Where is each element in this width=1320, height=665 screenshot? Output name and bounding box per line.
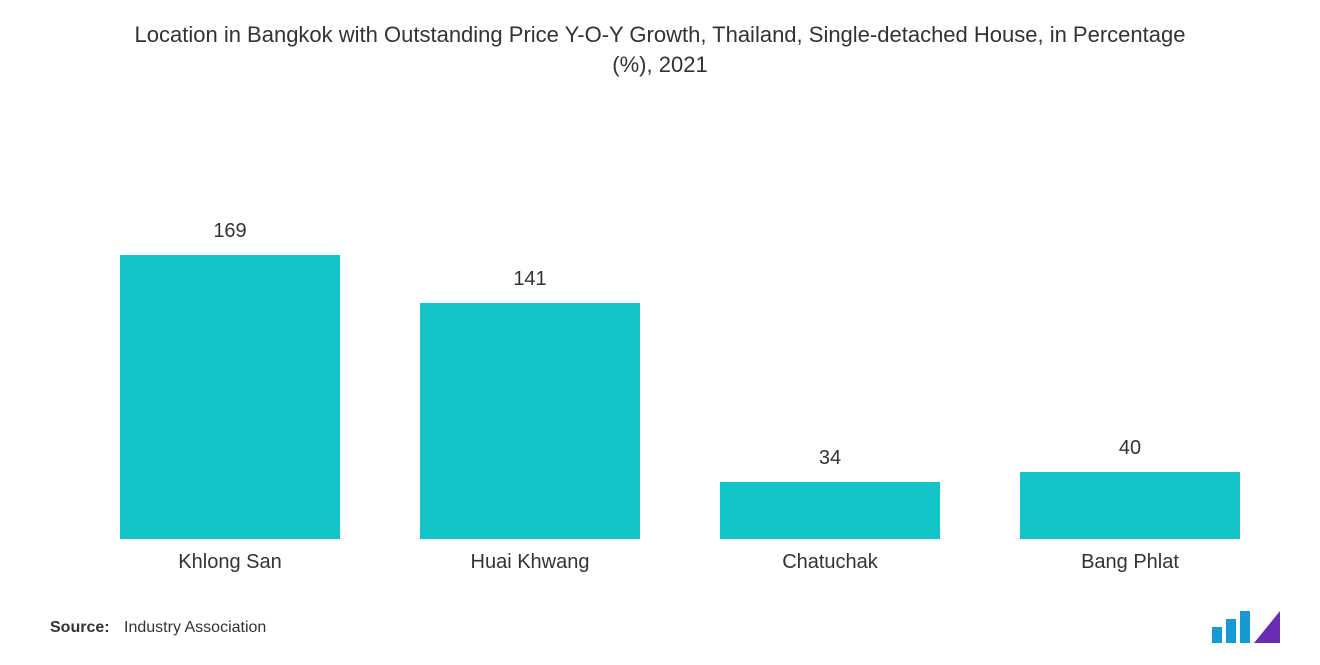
source-key: Source:	[50, 619, 110, 636]
bar-group: 34	[720, 447, 940, 539]
x-axis-labels: Khlong San Huai Khwang Chatuchak Bang Phlat	[60, 551, 1260, 581]
bar-group: 40	[1020, 437, 1240, 539]
x-axis-label: Huai Khwang	[471, 551, 590, 574]
bar-group: 169	[120, 220, 340, 539]
bar-value-label: 169	[213, 220, 246, 243]
bar-rect	[120, 255, 340, 539]
chart-title: Location in Bangkok with Outstanding Pri…	[0, 0, 1320, 89]
x-axis-label: Bang Phlat	[1081, 551, 1179, 574]
bar-value-label: 40	[1119, 437, 1141, 460]
brand-logo-icon	[1210, 609, 1280, 645]
source-citation: Source: Industry Association	[50, 619, 266, 637]
bar-rect	[720, 482, 940, 539]
bar-group: 141	[420, 268, 640, 540]
bar-value-label: 141	[513, 268, 546, 291]
x-axis-label: Chatuchak	[782, 551, 878, 574]
chart-plot-area: 169 141 34 40	[60, 119, 1260, 539]
x-axis-label: Khlong San	[178, 551, 281, 574]
bar-rect	[1020, 472, 1240, 539]
bar-value-label: 34	[819, 447, 841, 470]
source-value: Industry Association	[124, 619, 266, 636]
bar-rect	[420, 303, 640, 540]
